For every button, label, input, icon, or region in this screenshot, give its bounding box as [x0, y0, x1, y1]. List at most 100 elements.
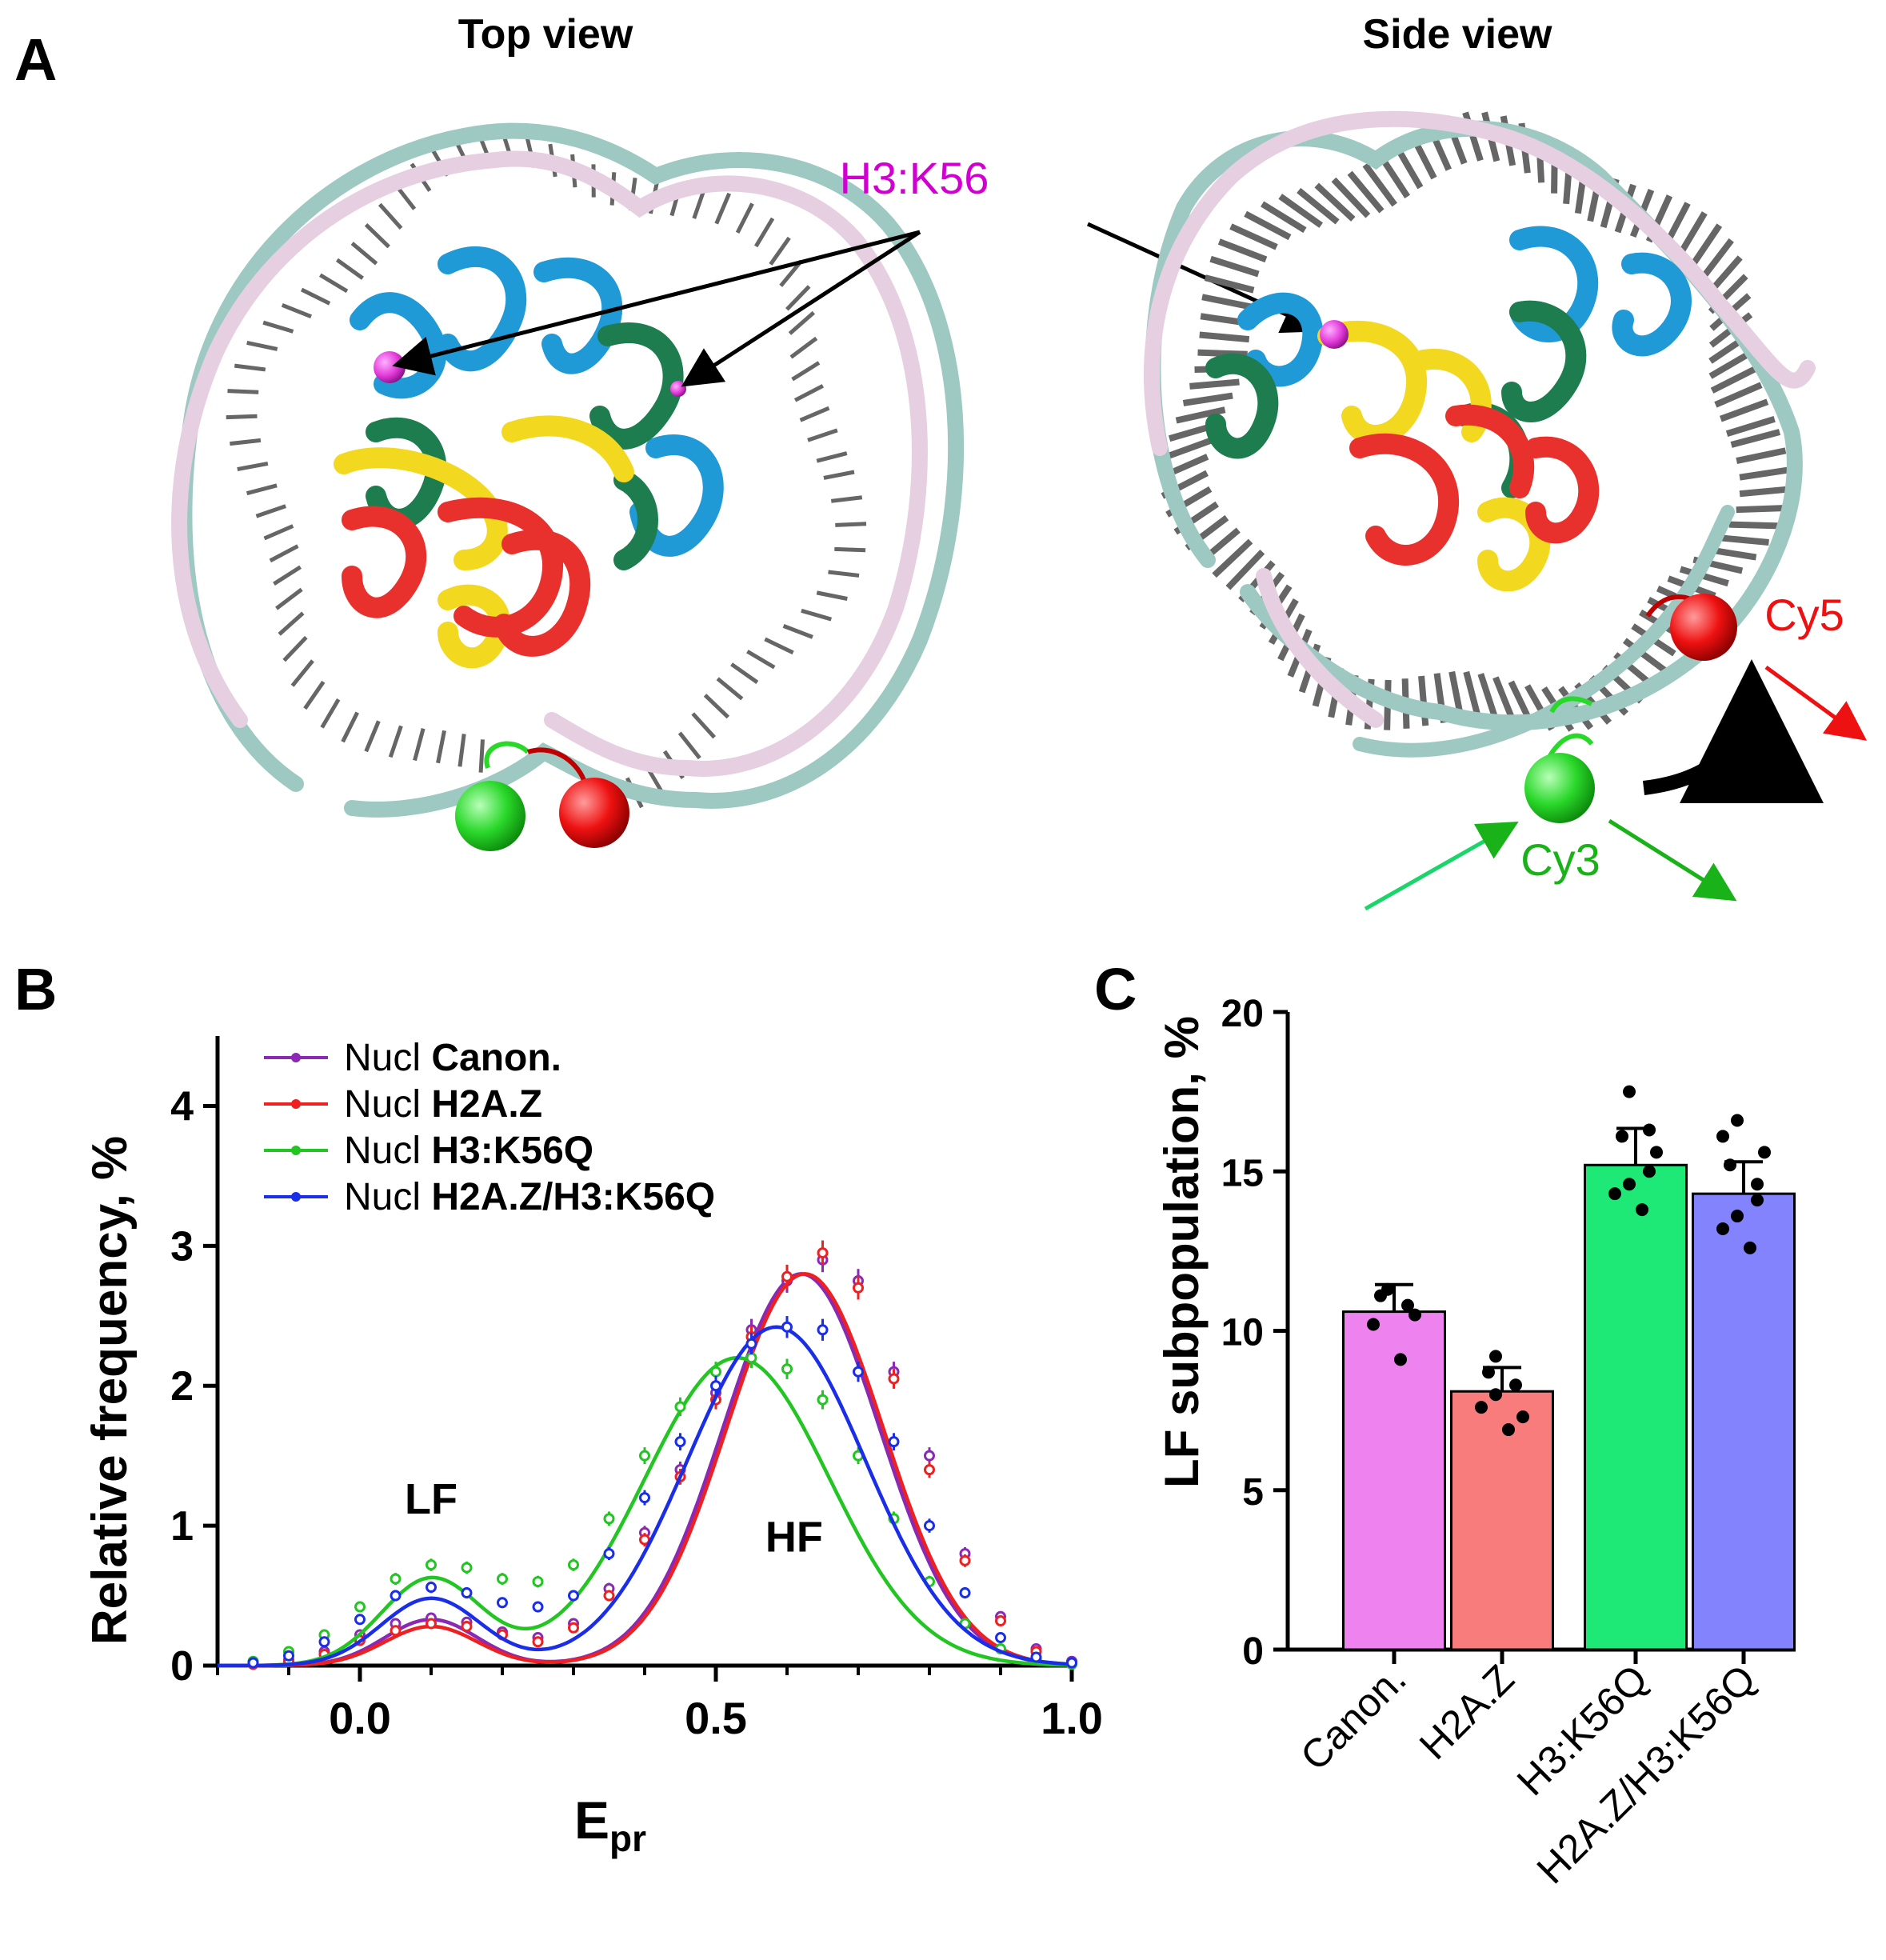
base-pair-tick — [350, 242, 378, 266]
legend-entry-3: Nucl H3:K56Q — [344, 1130, 593, 1172]
series-point — [995, 1615, 1006, 1627]
base-pair-tick — [273, 565, 302, 586]
bar-data-point — [1489, 1350, 1502, 1363]
series-point — [568, 1590, 579, 1602]
chart-c-y-tick-label: 0 — [1242, 1630, 1264, 1673]
base-pair-tick — [458, 734, 466, 767]
series-point — [354, 1614, 366, 1626]
base-pair-tick — [1739, 486, 1790, 498]
base-pair-tick — [1201, 294, 1253, 310]
base-pair-tick — [1244, 210, 1292, 241]
legend-entry-2: Nucl H2A.Z — [344, 1083, 542, 1126]
base-pair-tick — [1189, 378, 1240, 390]
chart-b-xlabel-main: E — [574, 1790, 609, 1850]
base-pair-tick — [1331, 177, 1371, 218]
series-point — [817, 1247, 829, 1259]
series-point — [781, 1363, 793, 1375]
series-point — [426, 1618, 437, 1630]
series-point — [461, 1562, 473, 1574]
base-pair-tick — [834, 546, 866, 553]
bar-data-point — [1502, 1423, 1515, 1437]
base-pair-tick — [703, 694, 730, 719]
series-point — [1030, 1651, 1042, 1663]
series-point — [639, 1450, 650, 1462]
base-pair-tick — [788, 310, 815, 335]
panel-c-letter: C — [1094, 956, 1137, 1022]
base-pair-tick — [262, 320, 294, 334]
series-point — [888, 1436, 900, 1448]
series-point — [674, 1401, 686, 1413]
bar-data-point — [1716, 1222, 1729, 1235]
base-pair-tick — [436, 730, 446, 764]
bar-data-point — [1608, 1187, 1621, 1201]
legend-entry-4: Nucl H2A.Z/H3:K56Q — [344, 1176, 715, 1218]
bar-data-point — [1489, 1388, 1502, 1402]
bar-2 — [1450, 1390, 1554, 1651]
legend-bold: H2A.Z/H3:K56Q — [431, 1176, 715, 1218]
series-point — [497, 1573, 508, 1585]
base-pair-tick — [1314, 182, 1356, 222]
linker-green-side — [1545, 696, 1594, 762]
base-pair-tick — [816, 451, 848, 463]
bar-data-point — [1374, 1289, 1387, 1302]
chart-b-x-tick-label: 1.0 — [1041, 1693, 1103, 1743]
bar-data-point — [1643, 1123, 1656, 1137]
series-point — [461, 1587, 473, 1599]
cy3-dye-side — [1524, 753, 1595, 823]
cy5-label: Cy5 — [1764, 590, 1844, 640]
series-point — [390, 1625, 402, 1637]
series-point — [532, 1636, 544, 1648]
series-point — [853, 1366, 864, 1378]
base-pair-tick — [1676, 211, 1708, 258]
legend-prefix: Nucl — [344, 1083, 431, 1126]
bar-data-point — [1367, 1318, 1380, 1331]
series-point — [781, 1270, 793, 1282]
top-view-title: Top view — [458, 11, 633, 58]
base-pair-tick — [1217, 238, 1268, 263]
series-point — [924, 1464, 935, 1476]
chart-b-ylabel: Relative frequency, % — [82, 1136, 138, 1645]
base-pair-tick — [1163, 437, 1213, 461]
base-pair-tick — [1229, 223, 1278, 250]
panel-a: A Top view Side view — [14, 11, 1868, 911]
base-pair-tick — [735, 202, 754, 234]
series-point — [959, 1587, 971, 1599]
base-pair-tick — [1362, 162, 1397, 207]
base-pair-tick — [716, 677, 744, 701]
panel-c: C 05101520Canon.H2A.ZH3:K56QH2A.Z/H3:K56… — [1094, 956, 1796, 1892]
base-pair-tick — [1736, 505, 1787, 514]
base-pair-tick — [1714, 382, 1763, 408]
annotation-hf: HF — [765, 1513, 823, 1561]
legend-marker — [291, 1053, 301, 1062]
base-pair-tick — [246, 483, 278, 496]
k56-marker-top-right — [670, 381, 686, 397]
series-point — [710, 1366, 721, 1378]
cy3-emission-arrow — [1608, 818, 1737, 902]
chart-b-xlabel: Epr — [574, 1790, 646, 1859]
bar-data-point — [1751, 1178, 1764, 1191]
base-pair-tick — [1204, 274, 1255, 294]
legend-bold: Canon. — [431, 1037, 561, 1079]
bar-data-point — [1623, 1178, 1636, 1191]
base-pair-tick — [1297, 187, 1340, 225]
series-line-3 — [218, 1355, 1072, 1668]
base-pair-tick — [835, 522, 867, 527]
base-pair-tick — [269, 544, 299, 563]
chart-c-ylabel: LF subpopulation, % — [1155, 1016, 1209, 1488]
chart-c-y-tick-label: 15 — [1221, 1152, 1264, 1194]
base-pair-tick — [1710, 365, 1758, 394]
base-pair-tick — [1736, 447, 1787, 464]
series-point — [639, 1492, 650, 1504]
series-point — [853, 1282, 864, 1294]
dna-strand-side-b — [1144, 110, 1816, 728]
bar-3 — [1584, 1163, 1688, 1651]
base-pair-tick — [746, 650, 776, 670]
base-pair-tick — [1278, 194, 1323, 228]
base-pair-tick — [413, 728, 426, 762]
base-pair-tick — [1730, 429, 1781, 448]
base-pair-tick — [230, 438, 262, 446]
series-point — [674, 1436, 686, 1448]
linker-green-top — [484, 741, 530, 769]
base-pair-tick — [255, 504, 287, 518]
